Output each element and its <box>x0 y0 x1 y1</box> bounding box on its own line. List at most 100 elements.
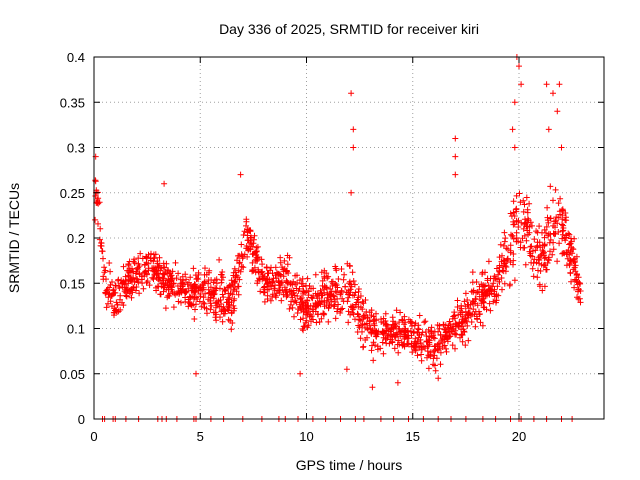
data-point <box>360 314 367 321</box>
data-point <box>179 273 186 280</box>
data-point <box>372 342 378 349</box>
data-point <box>140 285 147 292</box>
data-point <box>535 267 541 274</box>
data-point <box>452 320 459 327</box>
data-point <box>183 276 190 283</box>
data-point <box>205 277 212 283</box>
data-point <box>391 345 398 352</box>
data-point <box>495 292 502 299</box>
data-point <box>205 296 212 303</box>
data-point <box>439 344 446 350</box>
data-point <box>175 270 182 277</box>
data-point <box>520 208 527 215</box>
data-point <box>150 251 157 258</box>
data-point <box>500 257 507 264</box>
data-point <box>493 265 500 272</box>
data-point <box>250 250 257 257</box>
data-point <box>404 340 410 347</box>
data-point <box>174 283 181 289</box>
data-point <box>389 333 396 340</box>
data-point <box>202 265 208 272</box>
data-point <box>574 281 581 288</box>
data-point <box>395 337 402 344</box>
data-point <box>217 285 223 292</box>
data-point <box>178 299 184 306</box>
data-point <box>151 254 158 261</box>
data-point <box>277 282 284 288</box>
data-point <box>452 135 459 142</box>
data-point <box>522 216 528 223</box>
data-point <box>186 279 192 286</box>
data-point <box>495 271 502 278</box>
data-point <box>100 255 106 262</box>
data-point <box>418 346 425 353</box>
data-point <box>328 288 335 295</box>
data-point <box>318 269 325 276</box>
data-point <box>121 288 128 295</box>
data-point <box>228 282 235 289</box>
data-point <box>147 255 154 262</box>
data-point <box>267 297 274 304</box>
data-point <box>471 311 478 318</box>
data-point <box>374 331 381 337</box>
data-point <box>543 223 550 230</box>
data-point <box>498 275 505 281</box>
data-point <box>368 328 375 335</box>
data-point <box>185 285 192 292</box>
data-point <box>192 306 198 313</box>
data-point <box>571 284 578 291</box>
data-point <box>452 171 459 178</box>
data-point <box>496 254 503 261</box>
data-point <box>539 247 546 254</box>
data-point <box>160 281 167 288</box>
data-point <box>231 265 238 272</box>
data-point <box>160 275 167 282</box>
data-point <box>256 269 262 276</box>
data-point <box>487 307 494 314</box>
data-point <box>173 275 180 282</box>
data-point <box>310 308 317 315</box>
data-point <box>394 341 401 348</box>
data-point <box>364 325 371 332</box>
data-point <box>205 280 212 287</box>
data-point <box>186 293 193 300</box>
data-point <box>271 285 278 292</box>
data-point <box>175 298 182 305</box>
x-axis-title: GPS time / hours <box>296 457 403 473</box>
data-point <box>449 342 456 349</box>
data-point <box>113 306 119 313</box>
data-point <box>108 292 115 299</box>
data-point <box>502 235 509 242</box>
data-point <box>309 295 316 302</box>
data-point <box>534 274 541 281</box>
data-point <box>151 266 158 273</box>
data-point <box>414 330 421 337</box>
data-point <box>544 204 551 211</box>
data-point <box>302 299 309 306</box>
data-point <box>462 315 469 322</box>
data-point <box>135 261 142 267</box>
data-point <box>280 273 287 280</box>
data-point <box>407 328 414 335</box>
data-point <box>284 268 290 275</box>
data-point <box>393 307 400 314</box>
data-point <box>489 283 496 290</box>
data-point <box>412 335 419 342</box>
y-tick-label: 0.3 <box>67 141 85 156</box>
data-point <box>415 334 422 341</box>
data-point <box>210 309 217 316</box>
data-point <box>421 319 428 326</box>
data-point <box>458 305 465 312</box>
data-point <box>531 236 538 243</box>
data-point <box>523 237 530 244</box>
data-point <box>278 297 285 304</box>
data-point <box>239 255 246 262</box>
data-point <box>201 279 208 286</box>
data-point <box>523 194 530 201</box>
data-point <box>273 294 279 301</box>
data-point <box>571 235 578 242</box>
data-point <box>430 361 437 368</box>
data-point <box>279 286 286 293</box>
data-point <box>219 318 226 325</box>
data-point <box>119 280 126 287</box>
